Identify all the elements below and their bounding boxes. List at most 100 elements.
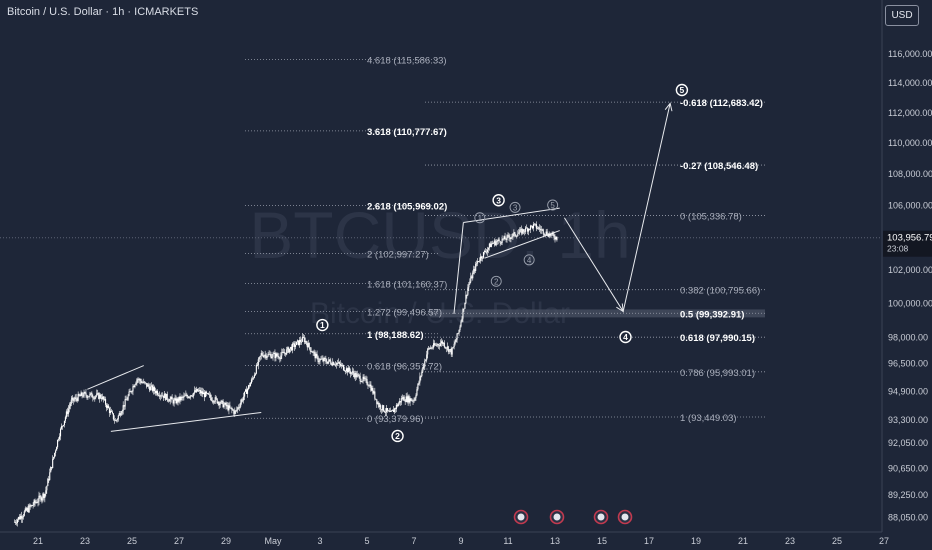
candle-body — [355, 373, 357, 378]
candle-body — [363, 376, 365, 379]
candle-body — [27, 508, 29, 512]
candle-body — [456, 333, 458, 340]
candle-body — [171, 397, 173, 400]
candle-body — [257, 359, 259, 366]
candle-body — [534, 223, 536, 225]
candle-body — [83, 392, 85, 397]
candle-body — [85, 392, 87, 396]
candle-body — [484, 250, 487, 252]
candle-body — [109, 410, 112, 413]
candle-body — [125, 399, 127, 401]
candle-body — [35, 502, 37, 503]
price-axis-tick-label: 89,250.00 — [888, 490, 928, 500]
candle-body — [16, 519, 18, 524]
candle-body — [364, 378, 366, 380]
price-axis-tick-label: 108,000.00 — [888, 169, 932, 179]
candle-body — [545, 231, 547, 235]
candle-body — [67, 408, 69, 414]
price-axis-tick-label: 112,000.00 — [888, 108, 932, 118]
candle-body — [137, 379, 139, 381]
candle-body — [505, 239, 507, 241]
candle-body — [145, 382, 147, 384]
candle-body — [487, 247, 489, 250]
fib-right-label: 0.382 (100,795.66) — [680, 286, 760, 297]
candle-body — [56, 447, 58, 451]
wave-label-circle — [474, 212, 486, 224]
candle-body — [499, 240, 501, 243]
candle-body — [115, 420, 117, 421]
price-axis-tick-label: 98,000.00 — [888, 333, 928, 343]
candle-body — [458, 329, 460, 334]
candle-body — [275, 353, 277, 359]
wave-label-text: 4 — [527, 256, 532, 265]
time-axis-tick-label: 29 — [221, 536, 231, 546]
candle-body — [188, 396, 190, 398]
candle-body — [422, 367, 424, 372]
candle-body — [444, 347, 446, 348]
candle-body — [317, 356, 319, 362]
candle-body — [58, 439, 60, 441]
candle-body — [350, 372, 352, 374]
candle-body — [19, 515, 21, 520]
candle-body — [20, 515, 22, 519]
candle-body — [485, 251, 488, 253]
candle-body — [40, 496, 42, 501]
candle-body — [240, 402, 242, 407]
candle-body — [258, 357, 260, 360]
price-axis-tick-label: 96,500.00 — [888, 358, 928, 368]
chart-header-title: Bitcoin / U.S. Dollar · 1h · ICMARKETS — [7, 6, 199, 18]
candle-body — [99, 394, 101, 399]
candle-body — [279, 358, 281, 360]
candle-body — [320, 359, 322, 360]
currency-button[interactable]: USD — [885, 5, 919, 26]
candle-body — [193, 392, 195, 397]
candle-body — [105, 398, 107, 405]
candle-body — [38, 495, 40, 502]
candle-body — [328, 359, 330, 362]
fib-right-label: -0.27 (108,546.48) — [680, 161, 758, 172]
candle-body — [311, 351, 313, 353]
candle-body — [226, 405, 228, 407]
candle-body — [329, 359, 331, 362]
candle-body — [537, 227, 539, 229]
candle-body — [523, 229, 525, 232]
price-axis-tick-label: 88,050.00 — [888, 513, 928, 523]
candle-body — [303, 337, 305, 343]
fib-right-label: -0.618 (112,683.42) — [680, 98, 763, 109]
candle-body — [55, 450, 57, 453]
event-icon-core — [597, 513, 605, 521]
candle-body — [450, 349, 452, 355]
candle-body — [290, 346, 292, 349]
candle-body — [200, 391, 203, 394]
candle-body — [73, 399, 75, 401]
candle-body — [336, 362, 338, 365]
candle-body — [460, 321, 462, 327]
candle-body — [387, 410, 390, 412]
candle-body — [136, 379, 138, 383]
candle-body — [173, 399, 175, 404]
candle-body — [229, 405, 231, 408]
candle-body — [540, 229, 542, 231]
candle-body — [230, 407, 232, 409]
candle-body — [113, 419, 115, 421]
candle-body — [452, 347, 454, 349]
candle-body — [441, 341, 443, 344]
candle-body — [247, 385, 250, 389]
candle-body — [61, 425, 64, 427]
wedge-upper-line — [87, 365, 144, 390]
candle-body — [75, 397, 77, 399]
candle-body — [347, 367, 349, 373]
candle-body — [343, 370, 346, 371]
candle-body — [92, 397, 94, 399]
candle-body — [493, 240, 495, 244]
candle-body — [539, 228, 541, 231]
candle-body — [306, 343, 308, 348]
candle-body — [165, 393, 167, 400]
candle-body — [365, 378, 367, 380]
candle-body — [106, 405, 109, 408]
candle-body — [204, 391, 206, 398]
candle-body — [274, 353, 276, 359]
candle-body — [117, 415, 119, 420]
